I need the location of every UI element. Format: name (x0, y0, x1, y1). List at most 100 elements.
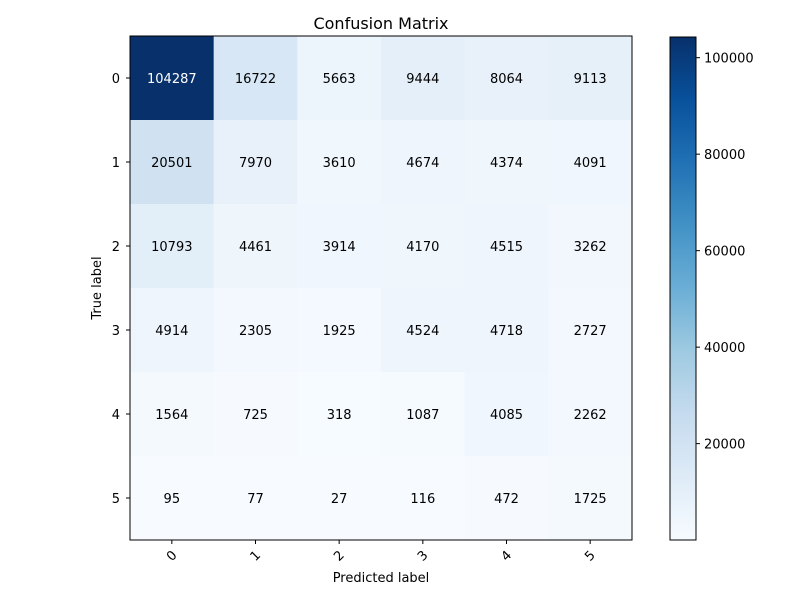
heatmap-cell (297, 120, 382, 205)
cell-value-label: 3610 (323, 156, 356, 171)
heatmap-cell (130, 204, 215, 289)
heatmap-cell (130, 288, 215, 373)
plot-frame (129, 35, 633, 541)
heatmap-cell (381, 120, 466, 205)
heatmap-cell (464, 372, 549, 457)
cell-value-label: 472 (494, 492, 519, 507)
cell-value-label: 4461 (239, 240, 272, 255)
cell-value-label: 95 (164, 492, 181, 507)
colorbar-tick-label: 40000 (704, 341, 745, 356)
heatmap-cell (213, 120, 298, 205)
heatmap-cell (213, 204, 298, 289)
heatmap-cell (213, 36, 298, 121)
cell-value-label: 4718 (490, 324, 523, 339)
heatmap-cell (381, 36, 466, 121)
cell-value-label: 9113 (574, 72, 607, 87)
cell-value-label: 5663 (323, 72, 356, 87)
heatmap-cell (130, 372, 215, 457)
heatmap-cell (548, 204, 633, 289)
cell-value-label: 4524 (406, 324, 439, 339)
y-tick-label: 0 (112, 72, 120, 87)
cell-value-label: 104287 (147, 72, 197, 87)
cell-value-label: 725 (243, 408, 268, 423)
heatmap-cell (130, 36, 215, 121)
cell-value-label: 4170 (406, 240, 439, 255)
cell-value-label: 1925 (323, 324, 356, 339)
cell-value-label: 8064 (490, 72, 523, 87)
heatmap-cell (213, 456, 298, 541)
colorbar-tick-label: 20000 (704, 438, 745, 453)
cell-value-label: 4674 (406, 156, 439, 171)
cell-value-label: 3914 (323, 240, 356, 255)
heatmap-cell (548, 36, 633, 121)
heatmap-cell (130, 120, 215, 205)
cell-value-label: 7970 (239, 156, 272, 171)
cell-value-label: 2262 (574, 408, 607, 423)
heatmap-cell (548, 120, 633, 205)
chart-title: Confusion Matrix (313, 14, 448, 33)
cell-value-label: 1725 (574, 492, 607, 507)
x-tick-label: 4 (499, 548, 515, 564)
heatmap-cells (130, 36, 633, 541)
cell-value-label: 20501 (151, 156, 192, 171)
heatmap-cell (548, 288, 633, 373)
x-axis-label: Predicted label (333, 571, 430, 586)
x-axis-ticks: 0 1 2 3 4 5 (164, 540, 599, 565)
heatmap-cell (464, 456, 549, 541)
x-tick-label: 2 (331, 548, 347, 564)
x-tick-label: 0 (164, 548, 180, 564)
y-tick-label: 5 (112, 492, 120, 507)
heatmap-cell (297, 372, 382, 457)
x-tick-label: 1 (248, 548, 264, 564)
y-tick-label: 2 (112, 240, 120, 255)
heatmap-cell-labels: 104287 16722 5663 9444 8064 9113 20501 7970 3610… (147, 72, 607, 507)
y-axis-ticks: 0 1 2 3 4 5 (112, 72, 130, 507)
colorbar-ticks: 20000 40000 60000 80000 100000 (696, 52, 754, 453)
heatmap-cell (297, 456, 382, 541)
cell-value-label: 2305 (239, 324, 272, 339)
cell-value-label: 1564 (155, 408, 188, 423)
heatmap-cell (464, 36, 549, 121)
y-tick-label: 1 (112, 156, 120, 171)
heatmap-cell (297, 288, 382, 373)
heatmap-cell (130, 456, 215, 541)
colorbar: 20000 40000 60000 80000 100000 (669, 36, 754, 541)
cell-value-label: 4374 (490, 156, 523, 171)
x-tick-label: 5 (582, 548, 598, 564)
heatmap-cell (381, 456, 466, 541)
heatmap-cell (381, 288, 466, 373)
heatmap-cell (213, 288, 298, 373)
heatmap-cell (213, 372, 298, 457)
heatmap-cell (548, 372, 633, 457)
heatmap-cell (297, 204, 382, 289)
cell-value-label: 4085 (490, 408, 523, 423)
heatmap-cell (381, 204, 466, 289)
cell-value-label: 9444 (406, 72, 439, 87)
cell-value-label: 4091 (574, 156, 607, 171)
heatmap-cell (464, 204, 549, 289)
heatmap-cell (464, 120, 549, 205)
y-tick-label: 4 (112, 408, 120, 423)
colorbar-tick-label: 100000 (704, 52, 754, 67)
y-tick-label: 3 (112, 324, 120, 339)
heatmap-cell (297, 36, 382, 121)
cell-value-label: 3262 (574, 240, 607, 255)
cell-value-label: 16722 (235, 72, 276, 87)
cell-value-label: 4515 (490, 240, 523, 255)
cell-value-label: 4914 (155, 324, 188, 339)
cell-value-label: 10793 (151, 240, 192, 255)
heatmap-cell (548, 456, 633, 541)
y-axis-label: True label (90, 256, 105, 320)
cell-value-label: 318 (327, 408, 352, 423)
colorbar-gradient (669, 36, 697, 541)
cell-value-label: 77 (247, 492, 264, 507)
heatmap-cell (381, 372, 466, 457)
cell-value-label: 116 (410, 492, 435, 507)
cell-value-label: 1087 (406, 408, 439, 423)
heatmap-cell (464, 288, 549, 373)
x-tick-label: 3 (415, 548, 431, 564)
cell-value-label: 27 (331, 492, 348, 507)
colorbar-tick-label: 60000 (704, 245, 745, 260)
colorbar-tick-label: 80000 (704, 148, 745, 163)
